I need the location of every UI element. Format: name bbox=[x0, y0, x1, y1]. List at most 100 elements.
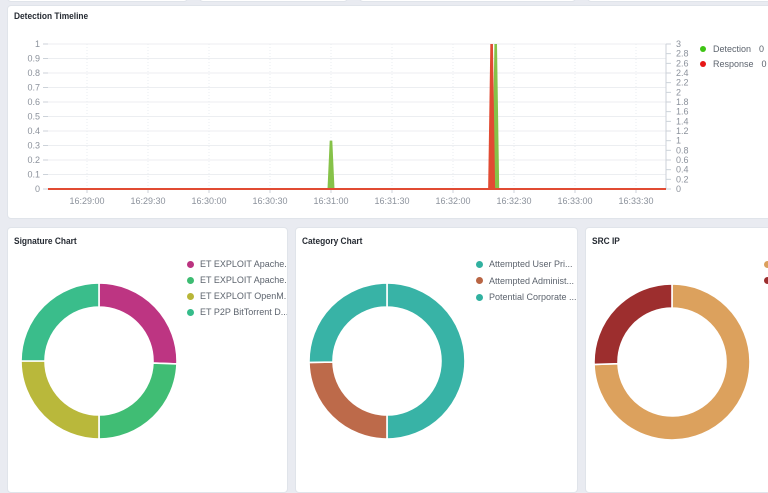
y-right-label: 1.8 bbox=[676, 97, 689, 107]
donut-legend-item[interactable]: ET P2P BitTorrent D... bbox=[187, 304, 288, 320]
legend-dot-icon bbox=[476, 260, 483, 268]
donut-legend-item[interactable] bbox=[764, 273, 768, 290]
signature-chart-legend: ET EXPLOIT Apache... ET EXPLOIT Apache...… bbox=[187, 256, 288, 320]
x-axis-label: 16:33:30 bbox=[618, 196, 653, 206]
legend-dot-icon bbox=[476, 277, 483, 285]
legend-label: ET EXPLOIT Apache... bbox=[200, 259, 288, 269]
src-ip-donut-chart[interactable] bbox=[587, 277, 757, 447]
donut-segment[interactable] bbox=[593, 283, 751, 441]
y-left-label: 0.9 bbox=[27, 54, 40, 64]
legend-dot-icon bbox=[187, 276, 194, 284]
donut-legend-item[interactable]: Attempted User Pri... bbox=[476, 256, 577, 273]
y-right-label: 1.6 bbox=[676, 107, 689, 117]
y-right-label: 0.2 bbox=[676, 174, 689, 184]
legend-label: Attempted User Pri... bbox=[489, 259, 573, 270]
y-right-label: 0.8 bbox=[676, 145, 689, 155]
y-left-label: 0.2 bbox=[27, 155, 40, 165]
timeline-legend-item[interactable]: Detection 0 bbox=[700, 41, 765, 57]
y-right-label: 2.6 bbox=[676, 58, 689, 68]
category-chart-title: Category Chart bbox=[302, 236, 363, 247]
x-axis-label: 16:29:00 bbox=[69, 196, 104, 206]
legend-dot-icon bbox=[764, 277, 768, 285]
legend-label: ET P2P BitTorrent D... bbox=[200, 307, 288, 317]
y-right-label: 0 bbox=[676, 184, 681, 194]
y-right-label: 2.4 bbox=[676, 68, 689, 78]
y-left-label: 0.4 bbox=[27, 126, 40, 136]
cut-off-top-panel bbox=[7, 0, 188, 2]
legend-dot-icon bbox=[476, 293, 483, 301]
x-axis-label: 16:33:00 bbox=[557, 196, 592, 206]
donut-segment[interactable] bbox=[20, 360, 100, 440]
donut-legend-item[interactable]: Potential Corporate ... bbox=[476, 289, 577, 306]
y-right-label: 2.8 bbox=[676, 49, 689, 59]
x-axis-label: 16:31:30 bbox=[374, 196, 409, 206]
x-axis-label: 16:32:30 bbox=[496, 196, 531, 206]
timeline-legend-item[interactable]: Response 0 bbox=[700, 57, 767, 73]
donut-legend-item[interactable]: ET EXPLOIT Apache... bbox=[187, 272, 288, 288]
dashboard-page: { "page": { "background": "#e9ebf1", "pa… bbox=[7, 0, 768, 493]
donut-legend-item[interactable]: ET EXPLOIT Apache... bbox=[187, 256, 288, 272]
response-spike bbox=[488, 44, 496, 189]
src-ip-title: SRC IP bbox=[592, 236, 620, 247]
category-chart-legend: Attempted User Pri... Attempted Administ.… bbox=[476, 256, 577, 306]
cut-off-top-panel bbox=[587, 0, 768, 2]
legend-label: Response bbox=[713, 59, 754, 70]
donut-legend-item[interactable]: Attempted Administ... bbox=[476, 273, 577, 290]
detection-timeline-title: Detection Timeline bbox=[14, 11, 89, 22]
detection-spike bbox=[327, 140, 335, 189]
legend-label: ET EXPLOIT Apache... bbox=[200, 275, 288, 285]
y-right-label: 2.2 bbox=[676, 78, 689, 88]
legend-label: Potential Corporate ... bbox=[489, 292, 577, 303]
y-left-label: 1 bbox=[35, 39, 40, 49]
legend-value: 0 bbox=[759, 43, 765, 54]
src-ip-panel: SRC IP bbox=[585, 227, 768, 493]
y-left-label: 0.6 bbox=[27, 97, 40, 107]
x-axis-label: 16:30:00 bbox=[191, 196, 226, 206]
legend-dot-icon bbox=[187, 260, 194, 268]
y-left-label: 0.8 bbox=[27, 68, 40, 78]
donut-legend-item[interactable] bbox=[764, 256, 768, 273]
legend-dot-icon bbox=[700, 61, 706, 68]
y-left-label: 0.3 bbox=[27, 141, 40, 151]
donut-segment[interactable] bbox=[593, 283, 673, 366]
y-left-label: 0 bbox=[35, 184, 40, 194]
legend-label: Detection bbox=[713, 43, 752, 54]
x-axis-label: 16:30:30 bbox=[252, 196, 287, 206]
donut-segment[interactable] bbox=[98, 282, 178, 365]
legend-dot-icon bbox=[187, 308, 194, 316]
y-right-label: 1.2 bbox=[676, 126, 689, 136]
detection-timeline-panel: Detection Timeline 16:29:00 16:29:30 16:30… bbox=[7, 5, 768, 219]
legend-label: Attempted Administ... bbox=[489, 275, 575, 286]
x-axis-label: 16:29:30 bbox=[130, 196, 165, 206]
detection-timeline-legend: Detection 0 Response 0 bbox=[700, 41, 767, 73]
signature-donut-chart[interactable] bbox=[14, 276, 184, 446]
y-left-label: 0.1 bbox=[27, 170, 40, 180]
y-left-label: 0.5 bbox=[27, 112, 40, 122]
legend-value: 0 bbox=[761, 59, 767, 70]
legend-dot-icon bbox=[764, 260, 768, 268]
donut-legend-item[interactable]: ET EXPLOIT OpenM... bbox=[187, 288, 288, 304]
y-right-label: 1 bbox=[676, 136, 681, 146]
category-chart-panel: Category Chart Attempted User Pri... Atte… bbox=[295, 227, 578, 493]
detection-timeline-chart[interactable]: 16:29:00 16:29:30 16:30:00 16:30:30 16:31:00… bbox=[8, 6, 768, 219]
y-left-label: 0.7 bbox=[27, 83, 40, 93]
donut-segment[interactable] bbox=[308, 282, 388, 364]
donut-segment[interactable] bbox=[386, 282, 466, 440]
legend-label: ET EXPLOIT OpenM... bbox=[200, 291, 288, 301]
cut-off-top-panel bbox=[199, 0, 348, 2]
y-right-label: 0.6 bbox=[676, 155, 689, 165]
y-right-label: 0.4 bbox=[676, 165, 689, 175]
signature-chart-panel: Signature Chart ET EXPLOIT Apache... ET E… bbox=[7, 227, 288, 493]
x-axis-label: 16:31:00 bbox=[313, 196, 348, 206]
category-donut-chart[interactable] bbox=[302, 276, 472, 446]
x-axis-label: 16:32:00 bbox=[435, 196, 470, 206]
y-right-label: 3 bbox=[676, 39, 681, 49]
donut-segment[interactable] bbox=[308, 361, 388, 440]
y-right-label: 1.4 bbox=[676, 116, 689, 126]
y-right-label: 2 bbox=[676, 87, 681, 97]
legend-dot-icon bbox=[187, 292, 194, 300]
donut-segment[interactable] bbox=[98, 362, 178, 440]
donut-segment[interactable] bbox=[20, 282, 100, 362]
signature-chart-title: Signature Chart bbox=[14, 236, 77, 247]
legend-dot-icon bbox=[700, 45, 706, 52]
